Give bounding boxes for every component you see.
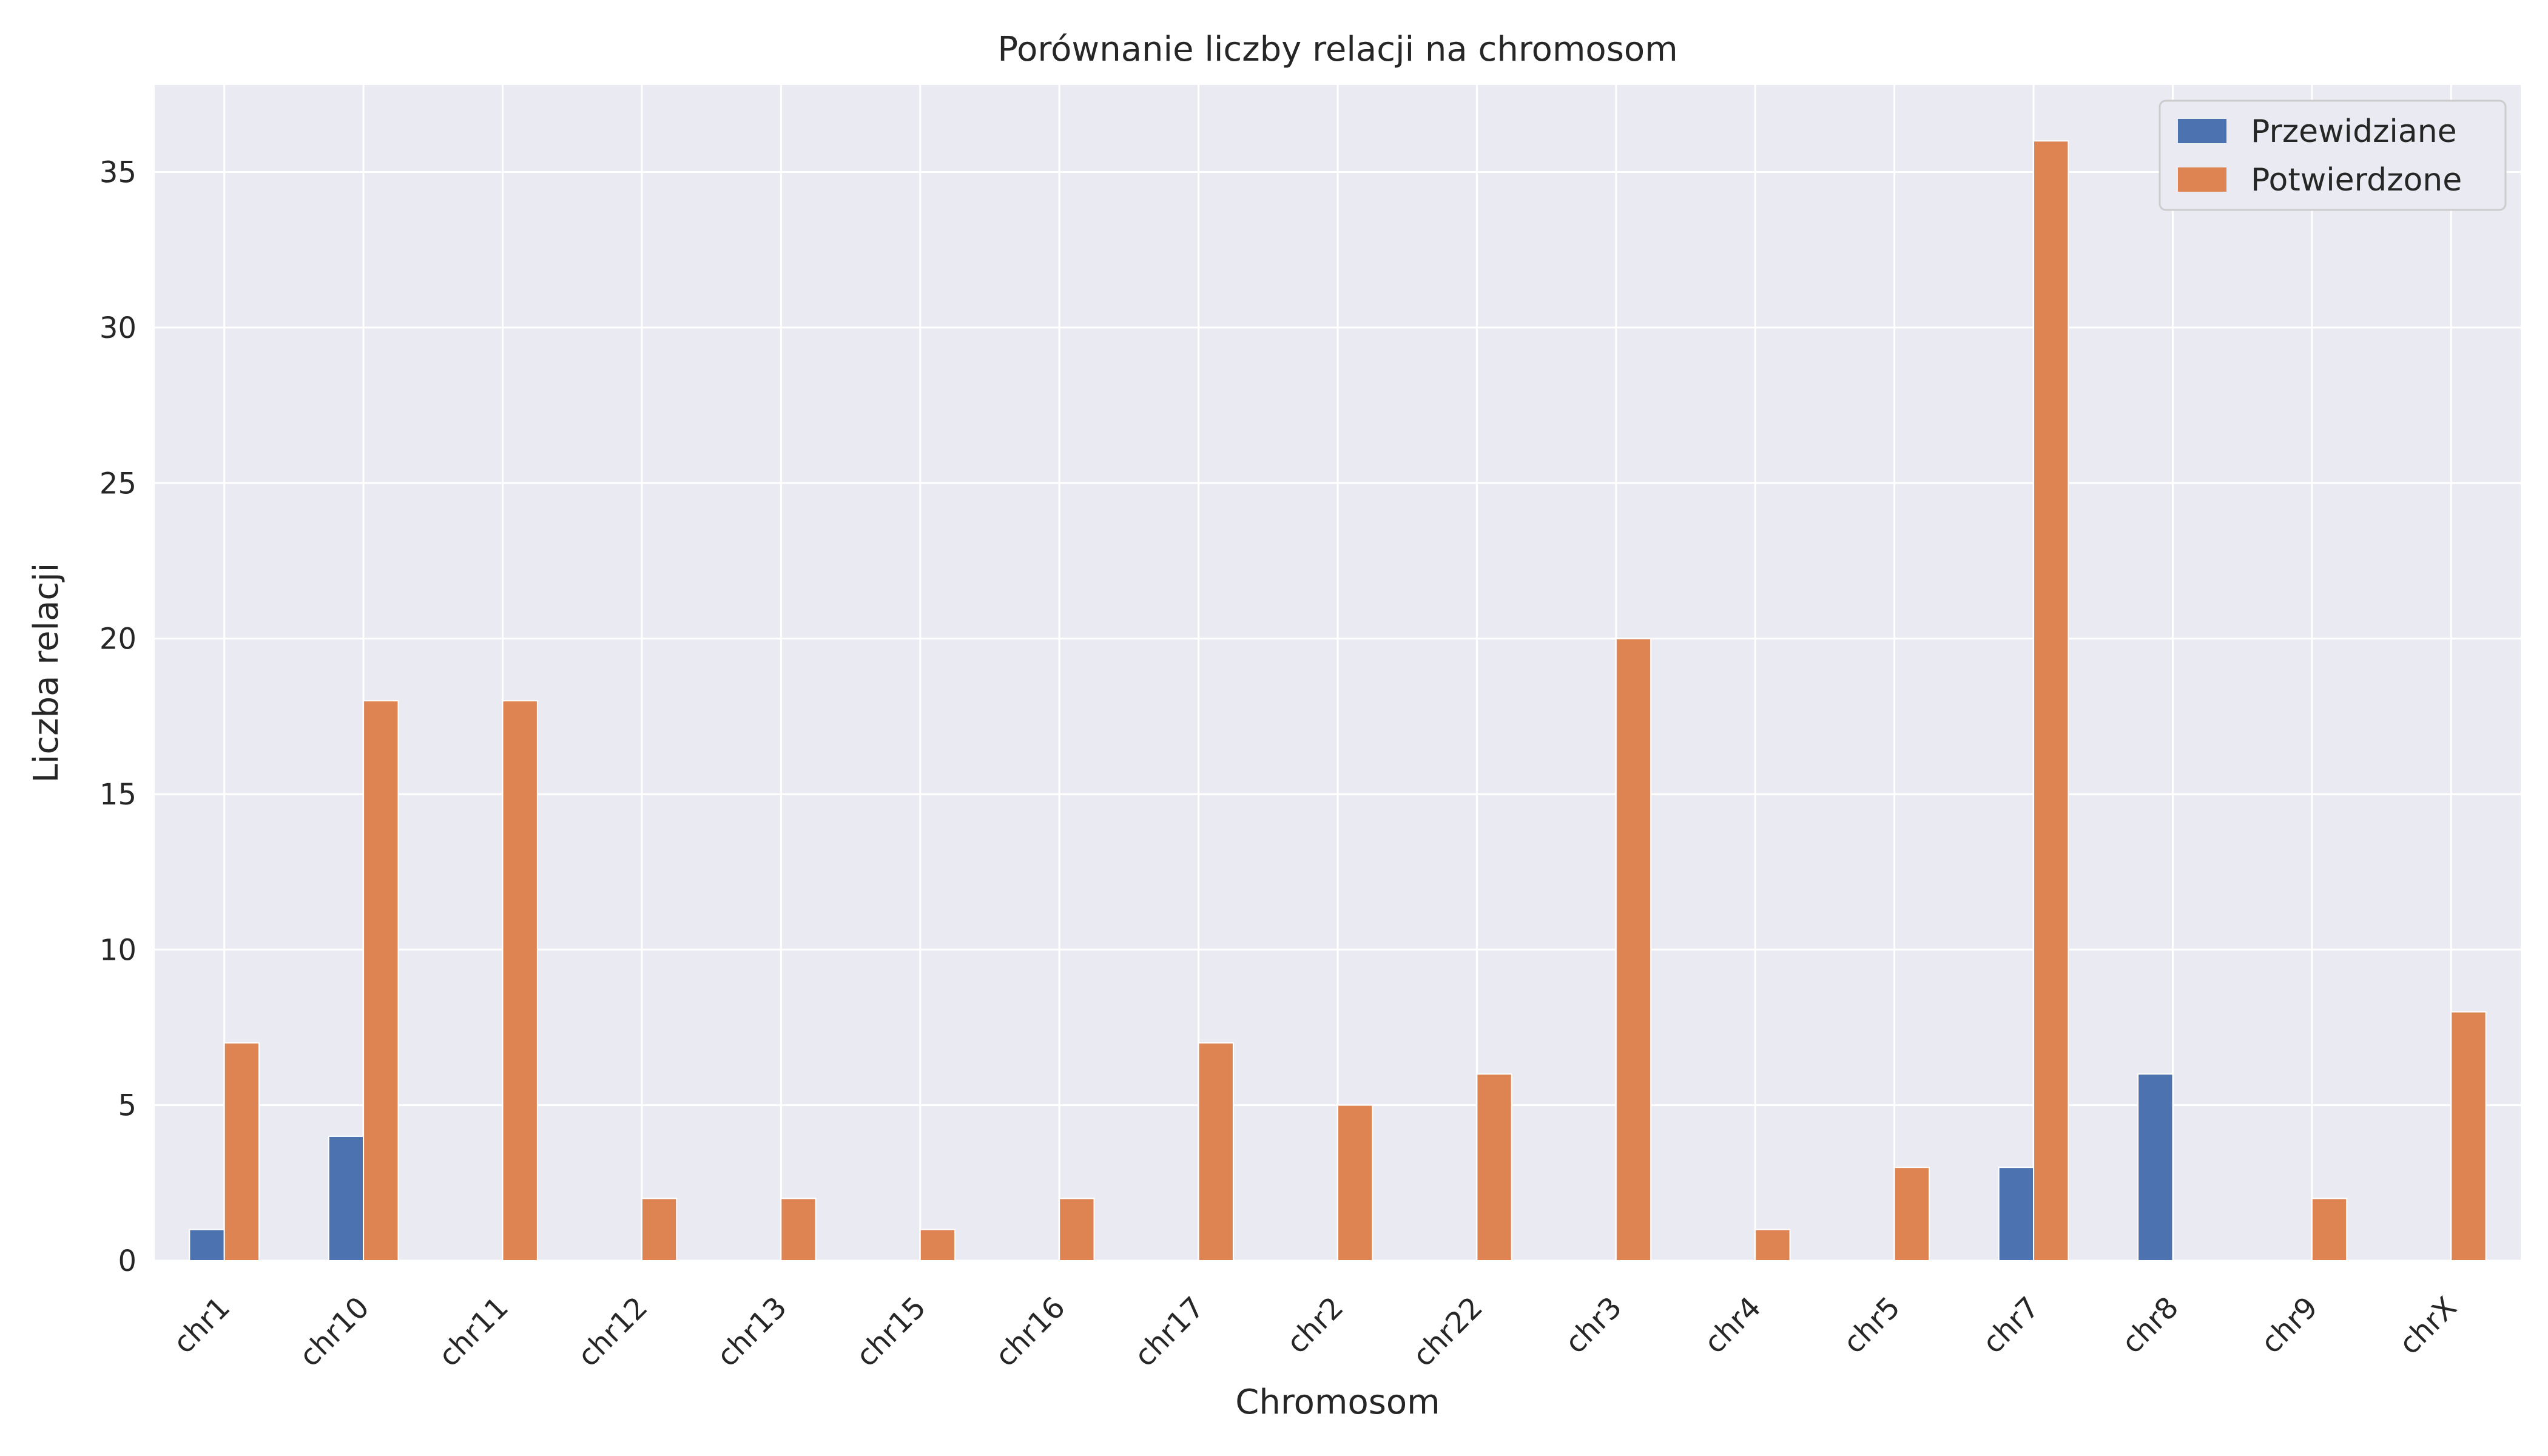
x-tick-label: chr9 <box>2254 1290 2324 1360</box>
x-tick-label: chrX <box>2393 1290 2464 1361</box>
x-tick-label: chr8 <box>2115 1290 2185 1360</box>
bar-potwierdzone-chr15 <box>919 1228 956 1261</box>
x-axis-label: Chromosom <box>1235 1383 1440 1422</box>
x-tick-label: chr13 <box>710 1290 794 1373</box>
y-tick-label: 35 <box>99 156 136 190</box>
x-tick-labels: chr1 chr10 chr11 chr12 chr13 chr15 chr16 chr17 c… <box>167 1290 2464 1373</box>
legend-swatch <box>2178 119 2226 143</box>
y-tick-labels: 0 5 10 15 20 25 30 35 <box>99 156 136 1278</box>
y-tick-label: 0 <box>118 1244 136 1278</box>
bar-potwierdzone-chr2 <box>1337 1104 1373 1261</box>
bar-potwierdzone-chr10 <box>363 700 399 1261</box>
bars <box>189 140 2487 1262</box>
y-tick-label: 15 <box>99 778 136 812</box>
x-tick-label: chr10 <box>293 1290 376 1373</box>
y-tick-label: 25 <box>99 467 136 500</box>
bar-potwierdzone-chr3 <box>1615 638 1652 1261</box>
bar-potwierdzone-chr11 <box>502 700 538 1261</box>
y-tick-label: 10 <box>99 933 136 967</box>
bar-potwierdzone-chr17 <box>1198 1042 1234 1261</box>
bar-przewidziane-chr1 <box>189 1228 225 1261</box>
x-tick-label: chr11 <box>432 1290 515 1373</box>
x-tick-label: chr5 <box>1837 1290 1907 1360</box>
bar-przewidziane-chr8 <box>2137 1073 2174 1262</box>
x-tick-label: chr3 <box>1559 1290 1628 1360</box>
x-tick-label: chr17 <box>1128 1290 1211 1373</box>
bar-potwierdzone-chr22 <box>1476 1073 1512 1262</box>
legend-label: Przewidziane <box>2251 113 2457 150</box>
x-tick-label: chr7 <box>1976 1290 2046 1360</box>
bar-potwierdzone-chr12 <box>641 1198 678 1262</box>
x-tick-label: chr12 <box>571 1290 655 1373</box>
y-axis-label: Liczba relacji <box>27 563 66 783</box>
legend-swatch <box>2178 167 2226 192</box>
bar-potwierdzone-chr9 <box>2311 1198 2348 1262</box>
x-tick-label: chr1 <box>167 1290 237 1360</box>
bar-przewidziane-chr7 <box>1998 1167 2035 1261</box>
y-tick-label: 20 <box>99 622 136 656</box>
bar-potwierdzone-chr5 <box>1893 1167 1930 1261</box>
bar-potwierdzone-chrX <box>2450 1011 2487 1262</box>
x-tick-label: chr4 <box>1697 1290 1767 1360</box>
x-tick-label: chr2 <box>1280 1290 1350 1360</box>
x-tick-label: chr22 <box>1406 1290 1489 1373</box>
y-tick-label: 30 <box>99 311 136 345</box>
legend: Przewidziane Potwierdzone <box>2159 99 2507 211</box>
bar-potwierdzone-chr16 <box>1059 1198 1095 1262</box>
x-tick-label: chr16 <box>989 1290 1072 1373</box>
bar-potwierdzone-chr1 <box>223 1042 260 1261</box>
chart-title: Porównanie liczby relacji na chromosom <box>997 30 1677 69</box>
bar-potwierdzone-chr4 <box>1754 1228 1791 1261</box>
x-tick-label: chr15 <box>849 1290 932 1373</box>
bar-potwierdzone-chr7 <box>2033 140 2069 1261</box>
y-tick-label: 5 <box>118 1089 136 1123</box>
legend-label: Potwierdzone <box>2251 162 2462 198</box>
bar-przewidziane-chr10 <box>328 1135 365 1262</box>
legend-box <box>2159 99 2507 211</box>
bar-potwierdzone-chr13 <box>780 1198 817 1262</box>
